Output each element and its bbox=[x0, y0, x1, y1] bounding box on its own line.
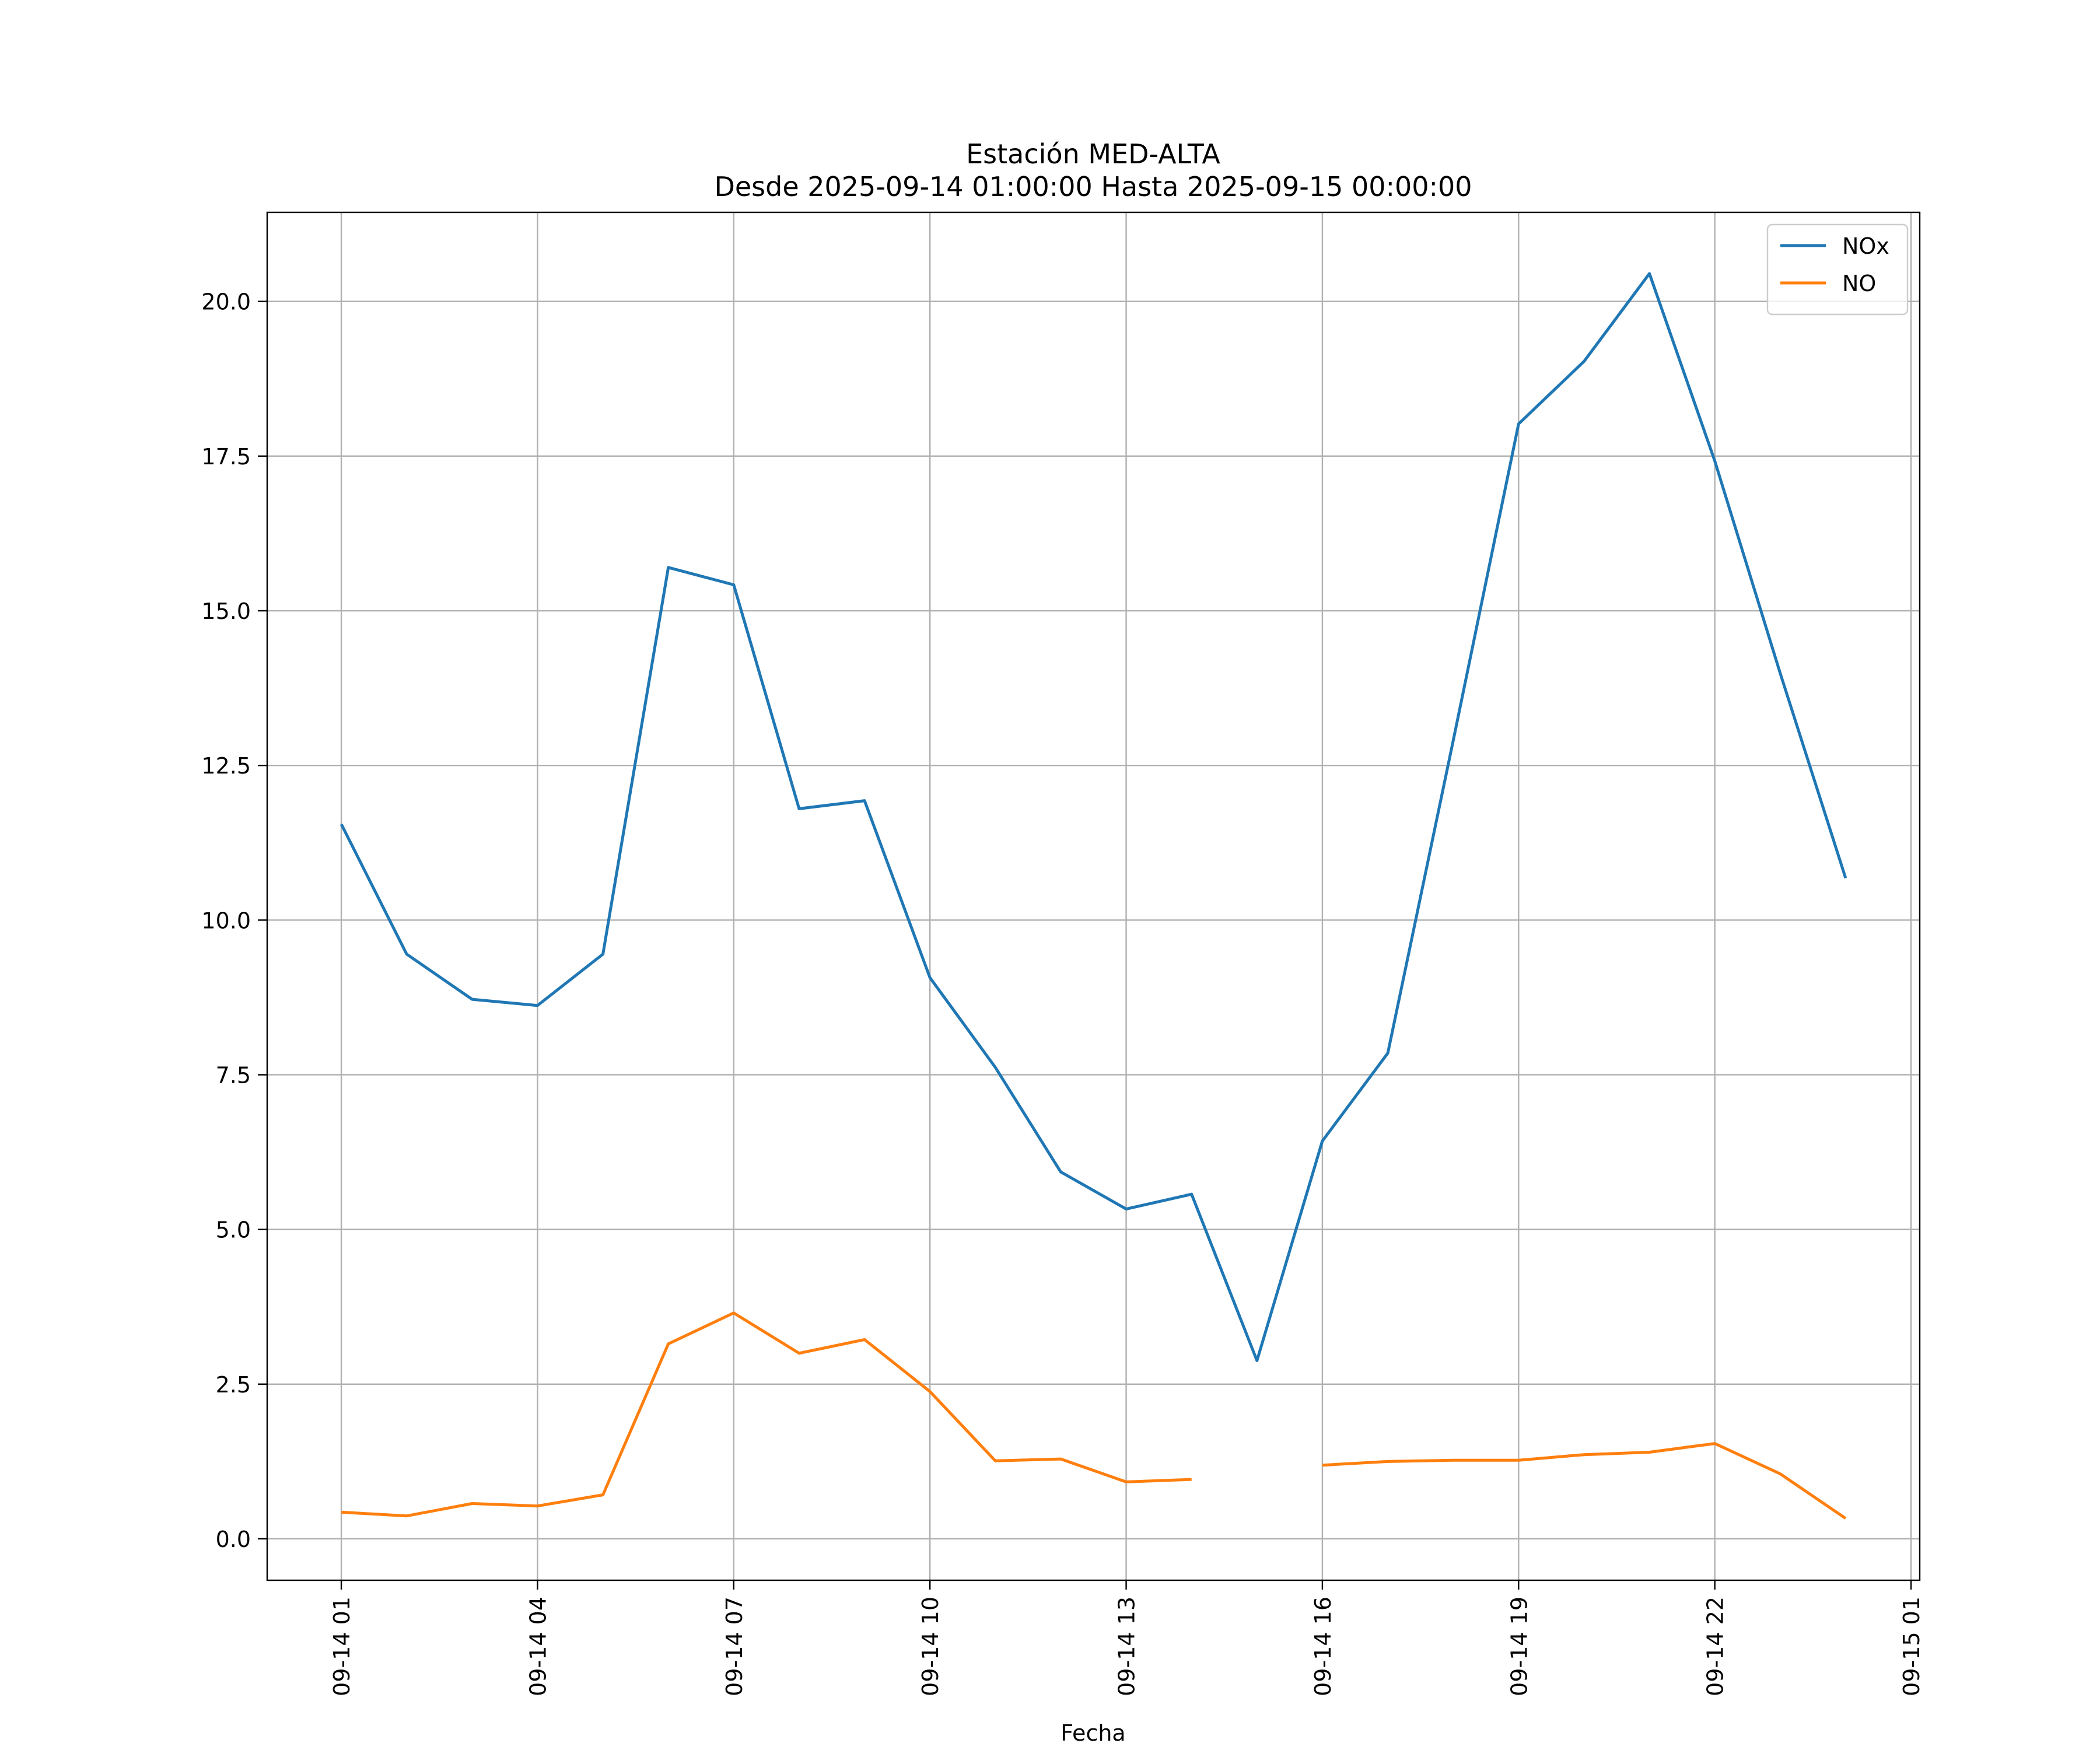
y-axis: 0.0 2.5 5.0 7.5 10.0 12.5 15.0 17.5 20.0 bbox=[201, 289, 267, 1552]
chart-subtitle: Desde 2025-09-14 01:00:00 Hasta 2025-09-… bbox=[714, 171, 1472, 202]
x-tick-label: 09-14 01 bbox=[329, 1597, 355, 1696]
y-tick-label: 12.5 bbox=[201, 753, 251, 779]
x-tick-label: 09-14 16 bbox=[1310, 1597, 1336, 1696]
y-tick-label: 17.5 bbox=[201, 444, 251, 470]
x-tick-label: 09-14 13 bbox=[1114, 1597, 1140, 1696]
series-line-nox bbox=[340, 272, 1847, 1362]
chart-title: Estación MED-ALTA bbox=[966, 138, 1220, 170]
y-tick-label: 7.5 bbox=[216, 1062, 251, 1088]
y-tick-label: 0.0 bbox=[216, 1527, 251, 1552]
legend-label: NO bbox=[1842, 271, 1876, 296]
x-tick-label: 09-14 10 bbox=[918, 1597, 943, 1696]
x-tick-label: 09-14 22 bbox=[1703, 1597, 1728, 1696]
legend-label: NOx bbox=[1842, 233, 1889, 259]
x-tick-label: 09-14 07 bbox=[722, 1597, 747, 1696]
series-line-no bbox=[341, 1311, 1847, 1520]
y-tick-label: 2.5 bbox=[216, 1372, 251, 1398]
y-tick-label: 5.0 bbox=[216, 1217, 251, 1243]
y-tick-label: 10.0 bbox=[201, 908, 251, 933]
y-tick-label: 20.0 bbox=[201, 289, 251, 315]
x-axis: 09-14 01 09-14 04 09-14 07 09-14 10 09-14 13… bbox=[329, 1580, 1924, 1696]
x-tick-label: 09-14 04 bbox=[525, 1597, 551, 1696]
x-tick-label: 09-15 01 bbox=[1899, 1597, 1924, 1696]
x-axis-label: Fecha bbox=[1060, 1720, 1125, 1746]
legend: NOx NO bbox=[1766, 223, 1909, 316]
y-tick-label: 15.0 bbox=[201, 598, 251, 624]
x-tick-label: 09-14 19 bbox=[1506, 1597, 1532, 1696]
grid bbox=[267, 212, 1920, 1580]
plot-area bbox=[340, 272, 1847, 1520]
plot-frame bbox=[266, 211, 1921, 1581]
